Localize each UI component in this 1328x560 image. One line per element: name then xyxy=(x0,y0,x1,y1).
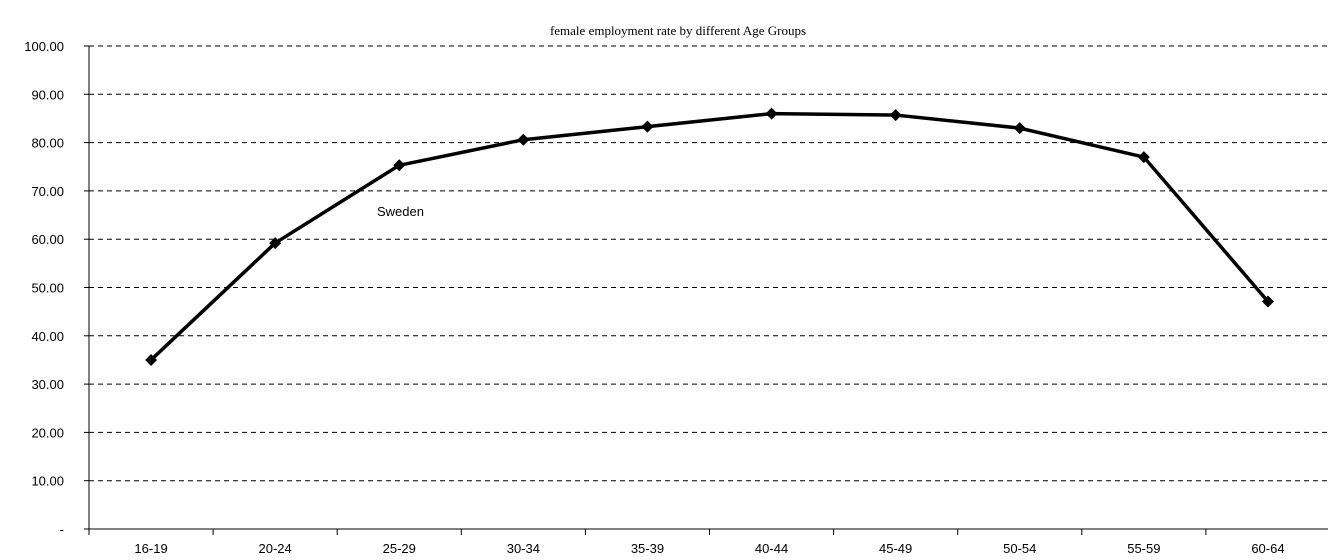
x-tick-label: 40-44 xyxy=(755,541,788,556)
data-point xyxy=(393,159,406,172)
x-tick-labels: 16-19 20-24 25-29 30-34 35-39 40-44 45-49 50-54… xyxy=(88,529,1285,556)
y-tick-label: 70.00 xyxy=(31,184,64,199)
x-tick-label: 60-64 xyxy=(1251,541,1284,556)
series xyxy=(145,107,1274,366)
x-tick-label: 16-19 xyxy=(134,541,167,556)
x-tick-label: 50-54 xyxy=(1003,541,1036,556)
y-tick-label: 20.00 xyxy=(31,425,64,440)
y-tick-label: - xyxy=(60,522,64,537)
x-tick-label: 35-39 xyxy=(631,541,664,556)
y-tick-label: 30.00 xyxy=(31,377,64,392)
x-tick-label: 55-59 xyxy=(1127,541,1160,556)
gridlines xyxy=(89,45,1328,482)
y-tick-labels: - 10.00 20.00 30.00 40.00 50.00 60.00 70.00 80.0… xyxy=(24,39,89,537)
x-tick-label: 45-49 xyxy=(879,541,912,556)
data-point xyxy=(1261,295,1274,308)
series-annotation-sweden: Sweden xyxy=(377,204,424,219)
x-tick-label: 25-29 xyxy=(383,541,416,556)
data-point xyxy=(765,107,778,120)
x-tick-label: 20-24 xyxy=(259,541,292,556)
data-point xyxy=(269,237,282,250)
data-point xyxy=(1137,151,1150,164)
data-point xyxy=(641,120,654,133)
y-tick-label: 80.00 xyxy=(31,136,64,151)
data-point xyxy=(145,353,158,366)
y-tick-label: 100.00 xyxy=(24,39,64,54)
data-point xyxy=(517,133,530,146)
y-tick-label: 10.00 xyxy=(31,474,64,489)
x-tick-label: 30-34 xyxy=(507,541,540,556)
data-point xyxy=(1013,122,1026,135)
y-tick-label: 40.00 xyxy=(31,329,64,344)
y-tick-label: 50.00 xyxy=(31,281,64,296)
y-tick-label: 90.00 xyxy=(31,87,64,102)
series-line xyxy=(149,111,1270,362)
y-tick-label: 60.00 xyxy=(31,232,64,247)
chart-title: female employment rate by different Age … xyxy=(550,23,806,38)
data-point xyxy=(889,109,902,122)
